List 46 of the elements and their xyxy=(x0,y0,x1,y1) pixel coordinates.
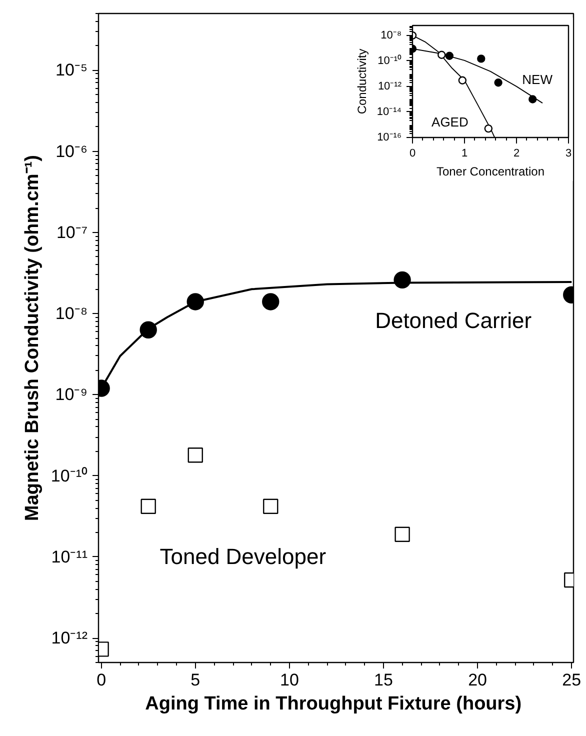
x-axis-title: Aging Time in Throughput Fixture (hours) xyxy=(145,694,522,714)
point xyxy=(263,498,278,514)
point xyxy=(188,448,203,463)
point xyxy=(394,271,411,288)
x-tick-label: 25 xyxy=(562,670,582,690)
x-axis-title: Toner Concentration xyxy=(436,164,545,178)
x-tick-label: 5 xyxy=(190,670,200,690)
point xyxy=(438,50,446,59)
x-tick-label: 3 xyxy=(565,148,572,160)
x-tick-label: 20 xyxy=(468,670,488,690)
series-label: NEW xyxy=(522,72,554,87)
x-tick-label: 2 xyxy=(513,148,520,160)
y-tick-label: 10⁻⁷ xyxy=(56,222,88,242)
point xyxy=(140,498,156,514)
point xyxy=(458,76,467,84)
x-tick-label: 10 xyxy=(280,670,299,690)
point xyxy=(445,52,454,60)
y-tick-label: 10⁻⁶ xyxy=(56,142,88,161)
y-tick-label: 10⁻⁸ xyxy=(380,29,402,42)
point xyxy=(528,95,537,104)
y-tick-label: 10⁻⁹ xyxy=(55,385,88,404)
y-tick-label: 10⁻⁸ xyxy=(55,304,88,324)
y-tick-label: 10⁻¹² xyxy=(378,80,402,92)
series-label: AGED xyxy=(432,114,468,130)
y-tick-label: 10⁻¹⁰ xyxy=(50,466,88,486)
x-tick-label: 0 xyxy=(409,148,416,160)
series-label: Toned Developer xyxy=(160,544,326,570)
point xyxy=(140,321,157,338)
y-tick-label: 10⁻¹¹ xyxy=(51,547,88,566)
y-tick-label: 10⁻¹² xyxy=(51,628,88,648)
series-label: Detoned Carrier xyxy=(375,308,532,333)
point xyxy=(484,124,493,133)
point xyxy=(494,78,502,87)
point xyxy=(186,293,204,310)
point xyxy=(394,526,410,542)
y-tick-label: 10⁻¹⁴ xyxy=(376,106,402,118)
point xyxy=(477,54,486,63)
point xyxy=(262,293,280,310)
y-axis-title: Magnetic Brush Conductivity (ohm.cm⁻¹) xyxy=(22,155,43,521)
y-tick-label: 10⁻⁵ xyxy=(56,60,88,80)
x-tick-label: 1 xyxy=(461,148,468,160)
y-tick-label: 10⁻¹⁰ xyxy=(378,54,402,67)
y-tick-label: 10⁻¹⁶ xyxy=(377,132,402,144)
x-tick-label: 15 xyxy=(374,670,393,690)
x-tick-label: 0 xyxy=(96,670,106,690)
y-axis-title: Conductivity xyxy=(354,48,369,114)
